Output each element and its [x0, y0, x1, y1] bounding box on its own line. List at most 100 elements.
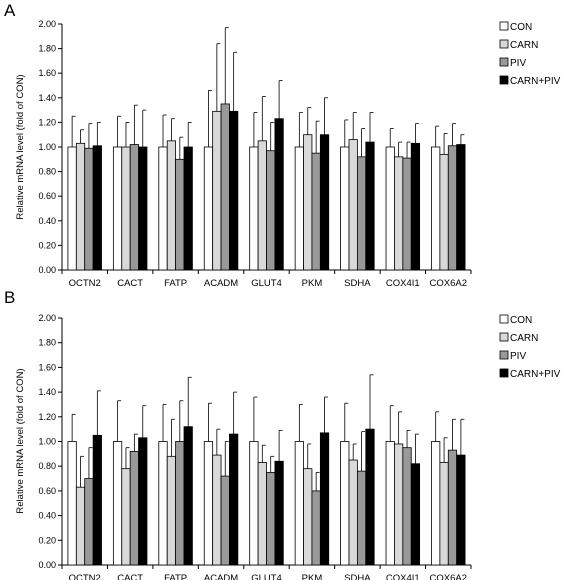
bar-b: [456, 454, 466, 566]
y-tick-label-b: 1.00: [38, 437, 56, 447]
y-tick-label-a: 0.60: [38, 191, 56, 201]
bar-a: [166, 140, 177, 271]
bar-b: [75, 486, 86, 566]
y-tick-label-b: 1.20: [38, 412, 56, 422]
bar-a: [410, 142, 421, 271]
category-label-b: GLUT4: [251, 573, 282, 580]
bar-b: [249, 441, 259, 566]
y-tick-label-a: 1.20: [38, 117, 56, 127]
bar-b: [394, 443, 404, 566]
y-tick-label-a: 1.40: [38, 93, 56, 103]
bar-a: [439, 153, 449, 271]
bar-a: [129, 144, 139, 271]
legend-label-a: CARN+PIV: [510, 76, 561, 87]
legend-swatch-b: [499, 350, 509, 360]
category-label-a: CACT: [117, 278, 143, 289]
bar-b: [365, 428, 375, 566]
y-tick-label-a: 0.80: [38, 167, 56, 177]
y-tick-label-b: 0.40: [38, 511, 56, 521]
bar-a: [249, 146, 259, 271]
bar-b: [67, 441, 77, 566]
y-axis-label-b: Relative mRNA level (fold of CON): [15, 368, 26, 513]
bar-a: [212, 110, 222, 271]
category-label-a: ACADM: [204, 278, 238, 289]
legend-label-a: CON: [510, 22, 532, 33]
bar-b: [447, 449, 458, 566]
y-tick-label-a: 0.20: [38, 240, 56, 250]
bar-a: [303, 134, 313, 271]
bar-a: [365, 141, 375, 271]
legend-swatch-a: [499, 57, 509, 67]
category-label-a: OCTN2: [69, 278, 101, 289]
legend-swatch-b: [499, 368, 509, 378]
legend-label-b: CARN: [510, 333, 538, 344]
bar-b: [212, 454, 222, 566]
bar-b: [203, 441, 214, 566]
plot-area-a: 0.00 0.20 0.40 0.60 0.80 1.00 1.20 1.40 1.60 1.80…: [38, 19, 472, 289]
bar-a: [112, 146, 123, 271]
bar-b: [220, 475, 230, 566]
panel-b: B Relative mRNA level (fold of CON) 0.00…: [4, 288, 561, 580]
bar-b: [92, 434, 102, 566]
category-label-b: COX6A2: [430, 573, 468, 580]
legend-swatch-b: [499, 314, 509, 324]
bar-b: [229, 433, 239, 566]
bar-b: [356, 470, 367, 566]
bar-a: [385, 146, 395, 271]
bar-a: [402, 157, 412, 271]
bar-a: [220, 103, 230, 271]
bar-b: [166, 455, 177, 566]
legend-label-b: PIV: [510, 351, 526, 362]
bar-b: [439, 462, 449, 566]
bar-a: [456, 144, 466, 271]
y-tick-label-b: 0.20: [38, 535, 56, 545]
bar-a: [158, 146, 168, 271]
legend-swatch-a: [499, 39, 509, 49]
legend-swatch-b: [499, 332, 509, 342]
category-label-a: SDHA: [344, 278, 371, 289]
bar-a: [394, 156, 404, 271]
bar-b: [112, 441, 123, 566]
bar-b: [385, 441, 395, 566]
bar-b: [294, 441, 304, 566]
y-tick-label-a: 1.00: [38, 142, 56, 152]
category-label-b: ACADM: [204, 573, 238, 580]
bar-b: [121, 468, 131, 566]
legend-label-b: CON: [510, 315, 532, 326]
y-tick-label-a: 2.00: [38, 19, 56, 29]
bar-b: [84, 478, 94, 566]
bar-a: [319, 134, 330, 271]
category-label-a: GLUT4: [251, 278, 282, 289]
bar-a: [311, 152, 321, 271]
y-tick-label-b: 2.00: [38, 313, 56, 323]
bar-b: [129, 450, 139, 566]
category-label-a: FATP: [164, 278, 187, 289]
category-label-b: COX4I1: [386, 573, 420, 580]
y-tick-label-b: 0.80: [38, 461, 56, 471]
legend-b: CON CARN PIV CARN+PIV: [499, 314, 561, 380]
bar-a: [92, 145, 102, 271]
y-tick-label-a: 1.60: [38, 68, 56, 78]
panel-label-a: A: [4, 1, 16, 20]
bar-b: [410, 463, 421, 566]
legend-swatch-a: [499, 21, 509, 31]
legend-label-a: PIV: [510, 58, 526, 69]
category-label-b: SDHA: [344, 573, 371, 580]
bar-b: [175, 441, 185, 566]
bar-a: [183, 146, 193, 271]
y-tick-label-b: 1.60: [38, 362, 56, 372]
bar-a: [356, 156, 367, 271]
category-label-a: COX4I1: [386, 278, 420, 289]
bar-a: [447, 145, 458, 271]
category-label-b: OCTN2: [69, 573, 101, 580]
panel-a: A Relative mRNA level (fold of CON) 0.00…: [4, 1, 561, 289]
bar-a: [121, 146, 131, 271]
bar-a: [340, 146, 350, 271]
y-tick-label-a: 0.00: [38, 265, 56, 275]
bar-b: [266, 471, 276, 566]
panel-label-b: B: [4, 288, 15, 307]
bar-a: [138, 146, 148, 271]
bar-b: [431, 441, 441, 566]
bar-b: [303, 468, 313, 566]
bar-b: [183, 426, 193, 566]
